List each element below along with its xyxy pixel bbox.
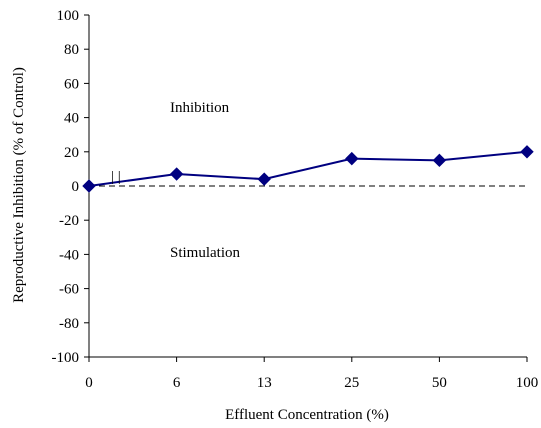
x-tick-label: 13 [257, 375, 272, 391]
y-tick-label: -20 [59, 213, 79, 229]
series-group [82, 145, 534, 193]
x-tick-label: 25 [344, 375, 359, 391]
y-tick-label: 60 [64, 76, 79, 92]
y-tick-label: 80 [64, 42, 79, 58]
data-point [82, 179, 96, 193]
data-point [520, 145, 534, 159]
data-point [169, 167, 184, 181]
x-axis-title: Effluent Concentration (%) [225, 407, 389, 423]
x-tick-label: 6 [173, 375, 181, 391]
data-point [345, 151, 359, 166]
y-tick-label: -60 [59, 282, 79, 298]
y-tick-label: 20 [64, 145, 79, 161]
annotation-marker: | | [111, 169, 121, 185]
y-tick-label: 100 [57, 8, 80, 24]
y-axis-title: Reproductive Inhibition (% of Control) [11, 67, 27, 303]
y-tick-label: 0 [72, 179, 80, 195]
y-tick-label: -40 [59, 247, 79, 263]
x-tick-label: 100 [516, 375, 539, 391]
annotation-inhibition: Inhibition [170, 100, 230, 116]
y-tick-label: -100 [52, 350, 80, 366]
series-line [88, 150, 528, 187]
x-tick-label: 50 [432, 375, 447, 391]
x-ticks: 0 6 13 25 50 100 [85, 357, 538, 391]
data-point [257, 172, 271, 186]
annotation-stimulation: Stimulation [170, 245, 241, 261]
y-tick-label: 40 [64, 111, 79, 127]
axes [88, 15, 527, 358]
y-ticks: 100 80 60 40 20 0 -20 -40 -60 -80 -100 [52, 8, 89, 366]
y-tick-label: -80 [59, 316, 79, 332]
x-tick-label: 0 [85, 375, 93, 391]
data-point [432, 153, 447, 168]
